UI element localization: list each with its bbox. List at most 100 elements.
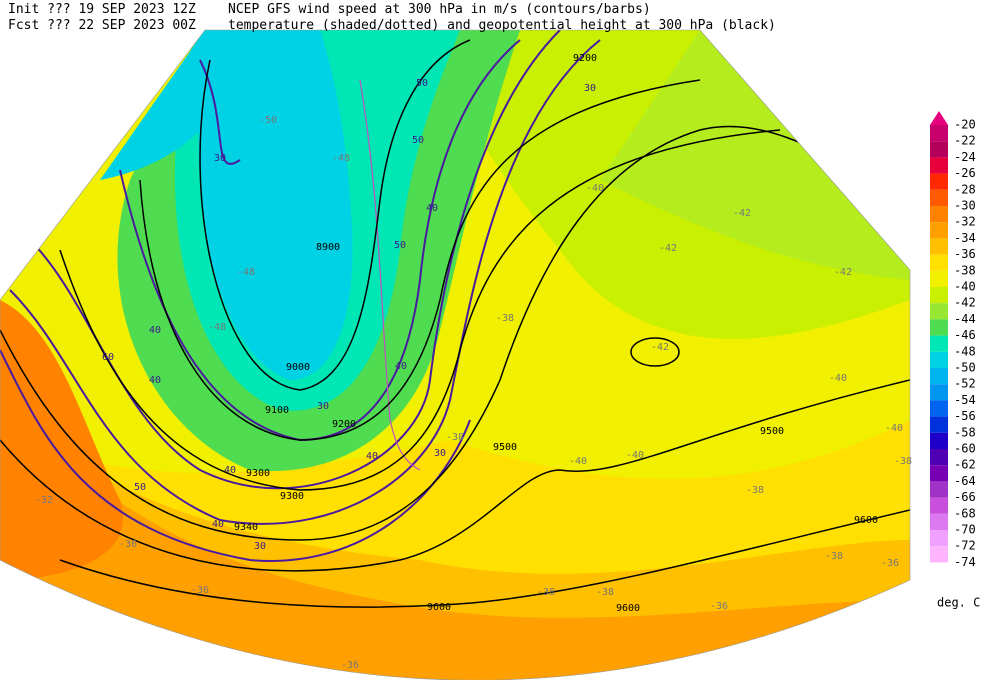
temperature-label: -42 xyxy=(651,342,669,353)
wind-label: 30 xyxy=(317,401,329,412)
temperature-label: -38 xyxy=(496,313,514,324)
colorbar-label: -50 xyxy=(954,361,976,375)
temperature-label: -38 xyxy=(446,432,464,443)
height-label: 9600 xyxy=(616,603,640,614)
colorbar-box xyxy=(930,189,948,206)
wind-label: 50 xyxy=(394,240,406,251)
colorbar-box xyxy=(930,497,948,514)
wind-label: 40 xyxy=(149,375,161,386)
height-label: 9500 xyxy=(493,442,517,453)
colorbar-box xyxy=(930,368,948,385)
colorbar-label: -22 xyxy=(954,134,976,148)
init-text: Init ??? 19 SEP 2023 12Z xyxy=(8,2,196,17)
height-label: 9600 xyxy=(854,515,878,526)
colorbar-label: -36 xyxy=(954,247,976,261)
temperature-label: -40 xyxy=(626,450,644,461)
colorbar-box xyxy=(930,513,948,530)
wind-label: 40 xyxy=(366,451,378,462)
colorbar-label: -40 xyxy=(954,280,976,294)
temperature-label: -42 xyxy=(834,267,852,278)
temperature-label: -48 xyxy=(237,267,255,278)
height-contour xyxy=(59,129,781,491)
colorbar-label: -56 xyxy=(954,409,976,423)
colorbar-box xyxy=(930,303,948,320)
colorbar-box xyxy=(930,465,948,482)
height-contour xyxy=(59,509,910,608)
height-label: 9500 xyxy=(760,426,784,437)
wind-label: 40 xyxy=(149,325,161,336)
temperature-label: -36 xyxy=(119,539,137,550)
colorbar-box xyxy=(930,206,948,223)
height-contour xyxy=(0,125,910,541)
temperature-label: -42 xyxy=(733,208,751,219)
height-label: 9000 xyxy=(286,362,310,373)
colorbar-label: -62 xyxy=(954,458,976,472)
height-label: 9300 xyxy=(280,491,304,502)
wind-label: 40 xyxy=(395,361,407,372)
contours xyxy=(0,30,910,608)
temperature-label: -40 xyxy=(885,423,903,434)
wind-contour xyxy=(9,39,601,525)
colorbar-box xyxy=(930,449,948,466)
temperature-label: -50 xyxy=(259,115,277,126)
colorbar-label: -46 xyxy=(954,328,976,342)
colorbar-label: -74 xyxy=(954,555,976,569)
colorbar-label: -30 xyxy=(954,199,976,213)
temperature-label: -36 xyxy=(191,585,209,596)
colorbar-box xyxy=(930,141,948,158)
temperature-label: -38 xyxy=(746,485,764,496)
colorbar-arrow xyxy=(930,111,948,125)
wind-label: 60 xyxy=(102,352,114,363)
temperature-label: -38 xyxy=(825,551,843,562)
height-label: 9340 xyxy=(234,522,258,533)
colorbar-box xyxy=(930,481,948,498)
colorbar-box xyxy=(930,254,948,271)
height-label: 9600 xyxy=(427,602,451,613)
temperature-label: -38 xyxy=(596,587,614,598)
colorbar-label: -28 xyxy=(954,182,976,196)
colorbar-box xyxy=(930,238,948,255)
colorbar-box xyxy=(930,530,948,547)
colorbar-label: -68 xyxy=(954,506,976,520)
colorbar-label: -32 xyxy=(954,215,976,229)
height-contour xyxy=(0,379,910,572)
colorbar-box xyxy=(930,384,948,401)
colorbar-label: -64 xyxy=(954,474,976,488)
temperature-label: -48 xyxy=(332,153,350,164)
colorbar-box xyxy=(930,400,948,417)
colorbar-label: -54 xyxy=(954,393,976,407)
colorbar-box xyxy=(930,432,948,449)
temperature-label: -36 xyxy=(341,660,359,671)
height-label: 9300 xyxy=(246,468,270,479)
temperature-label: -40 xyxy=(586,183,604,194)
wind-contour xyxy=(119,39,521,442)
title-line: NCEP GFS wind speed at 300 hPa in m/s (c… xyxy=(228,2,651,17)
wind-label: 30 xyxy=(584,83,596,94)
colorbar-label: -26 xyxy=(954,166,976,180)
colorbar-label: -38 xyxy=(954,263,976,277)
temperature-label: -36 xyxy=(710,601,728,612)
colorbar-box xyxy=(930,157,948,174)
wind-label: 30 xyxy=(254,541,266,552)
temperature-label: -42 xyxy=(659,243,677,254)
colorbar-box xyxy=(930,270,948,287)
wind-label: 40 xyxy=(224,465,236,476)
temperature-label: -48 xyxy=(208,322,226,333)
temperature-label: -38 xyxy=(894,456,912,467)
colorbar-label: -48 xyxy=(954,344,976,358)
colorbar-label: -42 xyxy=(954,296,976,310)
height-contour xyxy=(630,337,680,367)
unit-label: deg. C xyxy=(937,596,980,610)
height-label: 9100 xyxy=(265,405,289,416)
colorbar-box xyxy=(930,546,948,563)
colorbar-label: -58 xyxy=(954,425,976,439)
temperature-label: -36 xyxy=(881,558,899,569)
colorbar-box xyxy=(930,125,948,142)
wind-label: 30 xyxy=(214,153,226,164)
colorbar-label: -44 xyxy=(954,312,976,326)
colorbar-label: -34 xyxy=(954,231,976,245)
fcst-text: Fcst ??? 22 SEP 2023 00Z xyxy=(8,18,196,33)
height-contour xyxy=(199,39,471,391)
height-contour xyxy=(139,79,701,441)
